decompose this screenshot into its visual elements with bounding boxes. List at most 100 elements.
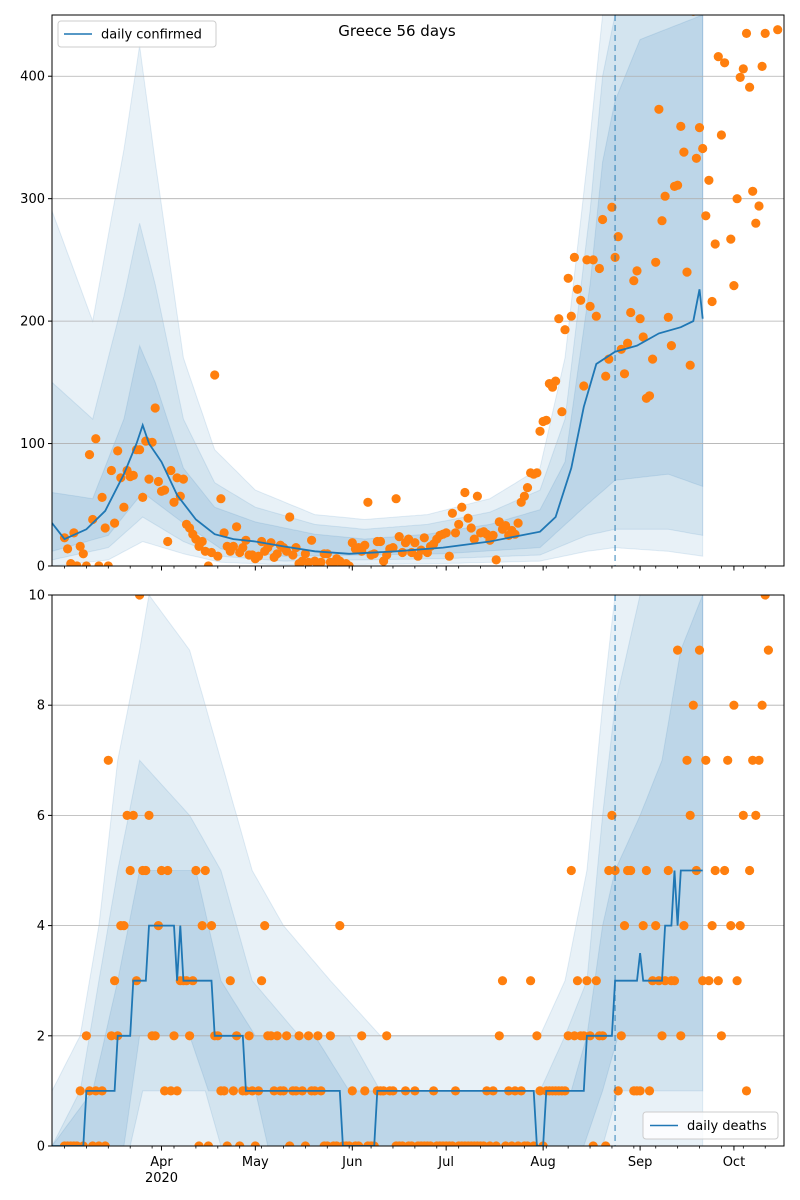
deaths-data-point	[357, 1031, 367, 1041]
deaths-data-point	[713, 976, 723, 986]
confirmed-data-point	[566, 311, 576, 321]
legend-box	[57, 20, 217, 48]
deaths-data-point	[194, 1141, 204, 1146]
deaths-data-point	[682, 755, 692, 765]
deaths-data-point	[604, 865, 614, 876]
confirmed-data-point	[457, 502, 467, 512]
confirmed-data-point	[748, 186, 758, 196]
deaths-data-point	[566, 865, 576, 876]
deaths-y-tick-label: 0	[37, 1140, 45, 1155]
deaths-data-point	[763, 645, 774, 655]
legend-label-deaths: daily deaths	[687, 1119, 767, 1134]
confirmed-data-point	[285, 512, 295, 522]
confirmed-data-point	[238, 543, 248, 553]
deaths-data-point	[716, 1031, 727, 1041]
deaths-data-point	[491, 1141, 501, 1146]
deaths-data-point	[257, 976, 267, 986]
confirmed-data-point	[760, 28, 770, 38]
deaths-data-point	[526, 976, 536, 986]
confirmed-data-point	[773, 25, 783, 35]
deaths-data-point	[103, 755, 113, 765]
confirmed-data-point	[501, 521, 511, 531]
deaths-legend: daily deaths	[642, 1111, 779, 1140]
confirmed-data-point	[397, 547, 407, 558]
confirmed-data-point	[710, 239, 720, 249]
deaths-data-point	[282, 1031, 292, 1041]
confirmed-data-points	[59, 15, 783, 566]
confirmed-data-point	[716, 130, 727, 140]
confirmed-data-point	[94, 561, 104, 566]
deaths-data-point	[613, 1086, 623, 1096]
confirmed-data-point	[213, 551, 223, 561]
deaths-data-point	[150, 1031, 160, 1041]
confirmed-data-point	[469, 534, 479, 544]
confirmed-data-point	[557, 407, 567, 417]
deaths-band-0	[52, 595, 704, 1146]
confirmed-data-point	[757, 61, 767, 71]
deaths-band-1	[52, 595, 704, 1146]
confirmed-data-point	[153, 476, 163, 487]
confirmed-data-point	[447, 508, 457, 518]
confirmed-y-tick-label: 300	[20, 192, 45, 207]
confirmed-legend: daily confirmed	[57, 20, 217, 48]
deaths-data-point	[313, 1031, 323, 1041]
confirmed-data-point	[745, 82, 755, 92]
confirmed-data-point	[288, 550, 298, 560]
deaths-data-point	[250, 1141, 260, 1146]
deaths-data-point	[669, 976, 680, 986]
confirmed-data-point	[660, 191, 670, 201]
deaths-data-point	[532, 1031, 542, 1041]
confirmed-data-point	[551, 376, 561, 386]
confirmed-data-point	[522, 483, 533, 493]
deaths-data-point	[616, 1031, 626, 1041]
deaths-y-tick-label: 10	[28, 589, 45, 604]
deaths-data-point	[588, 1141, 598, 1146]
confirmed-data-point	[560, 325, 570, 335]
deaths-data-point	[676, 1031, 686, 1041]
confirmed-data-point	[591, 311, 601, 321]
deaths-y-tick-label: 4	[37, 919, 45, 934]
confirmed-data-point	[454, 519, 464, 530]
deaths-data-point	[303, 1031, 314, 1041]
confirmed-data-point	[585, 301, 595, 311]
deaths-y-axis: 0 2 4 6 8 10	[28, 589, 52, 1155]
deaths-data-point	[754, 755, 764, 765]
deaths-data-point	[535, 1086, 545, 1096]
deaths-data-point	[760, 595, 770, 600]
confirmed-data-point	[300, 549, 310, 559]
deaths-data-point	[494, 1031, 504, 1041]
confirmed-data-point	[203, 561, 213, 566]
deaths-data-point	[663, 865, 673, 876]
confirmed-data-point	[729, 281, 739, 291]
deaths-data-point	[285, 1141, 295, 1146]
deaths-data-point	[607, 810, 617, 821]
deaths-data-point	[657, 1031, 667, 1041]
confirmed-y-tick-label: 100	[20, 437, 45, 452]
confirmed-data-point	[78, 549, 88, 559]
deaths-data-point	[644, 1086, 655, 1096]
confirmed-data-point	[272, 549, 282, 559]
confirmed-data-point	[738, 64, 748, 74]
confirmed-data-point	[466, 523, 476, 533]
confirmed-data-point	[563, 273, 573, 283]
deaths-data-point	[294, 1031, 304, 1041]
confirmed-data-point	[698, 143, 708, 154]
deaths-data-point	[726, 921, 736, 931]
deaths-data-point	[673, 645, 683, 655]
confirmed-data-point	[532, 468, 542, 478]
confirmed-band-1	[52, 15, 704, 562]
deaths-data-point	[110, 976, 120, 986]
deaths-data-point	[748, 755, 758, 765]
confirmed-data-point	[694, 123, 705, 133]
confirmed-chart: 0 100 200 300 400 Greece 56 days daily confi…	[20, 14, 785, 575]
confirmed-data-point	[491, 555, 501, 565]
confirmed-data-point	[488, 530, 498, 541]
deaths-data-point	[300, 1141, 310, 1146]
deaths-data-point	[679, 921, 689, 931]
deaths-data-point	[347, 1086, 357, 1096]
confirmed-data-point	[588, 255, 598, 265]
confirmed-data-point	[569, 252, 580, 262]
confirmed-data-point	[166, 465, 176, 476]
confirmed-data-point	[626, 307, 636, 318]
